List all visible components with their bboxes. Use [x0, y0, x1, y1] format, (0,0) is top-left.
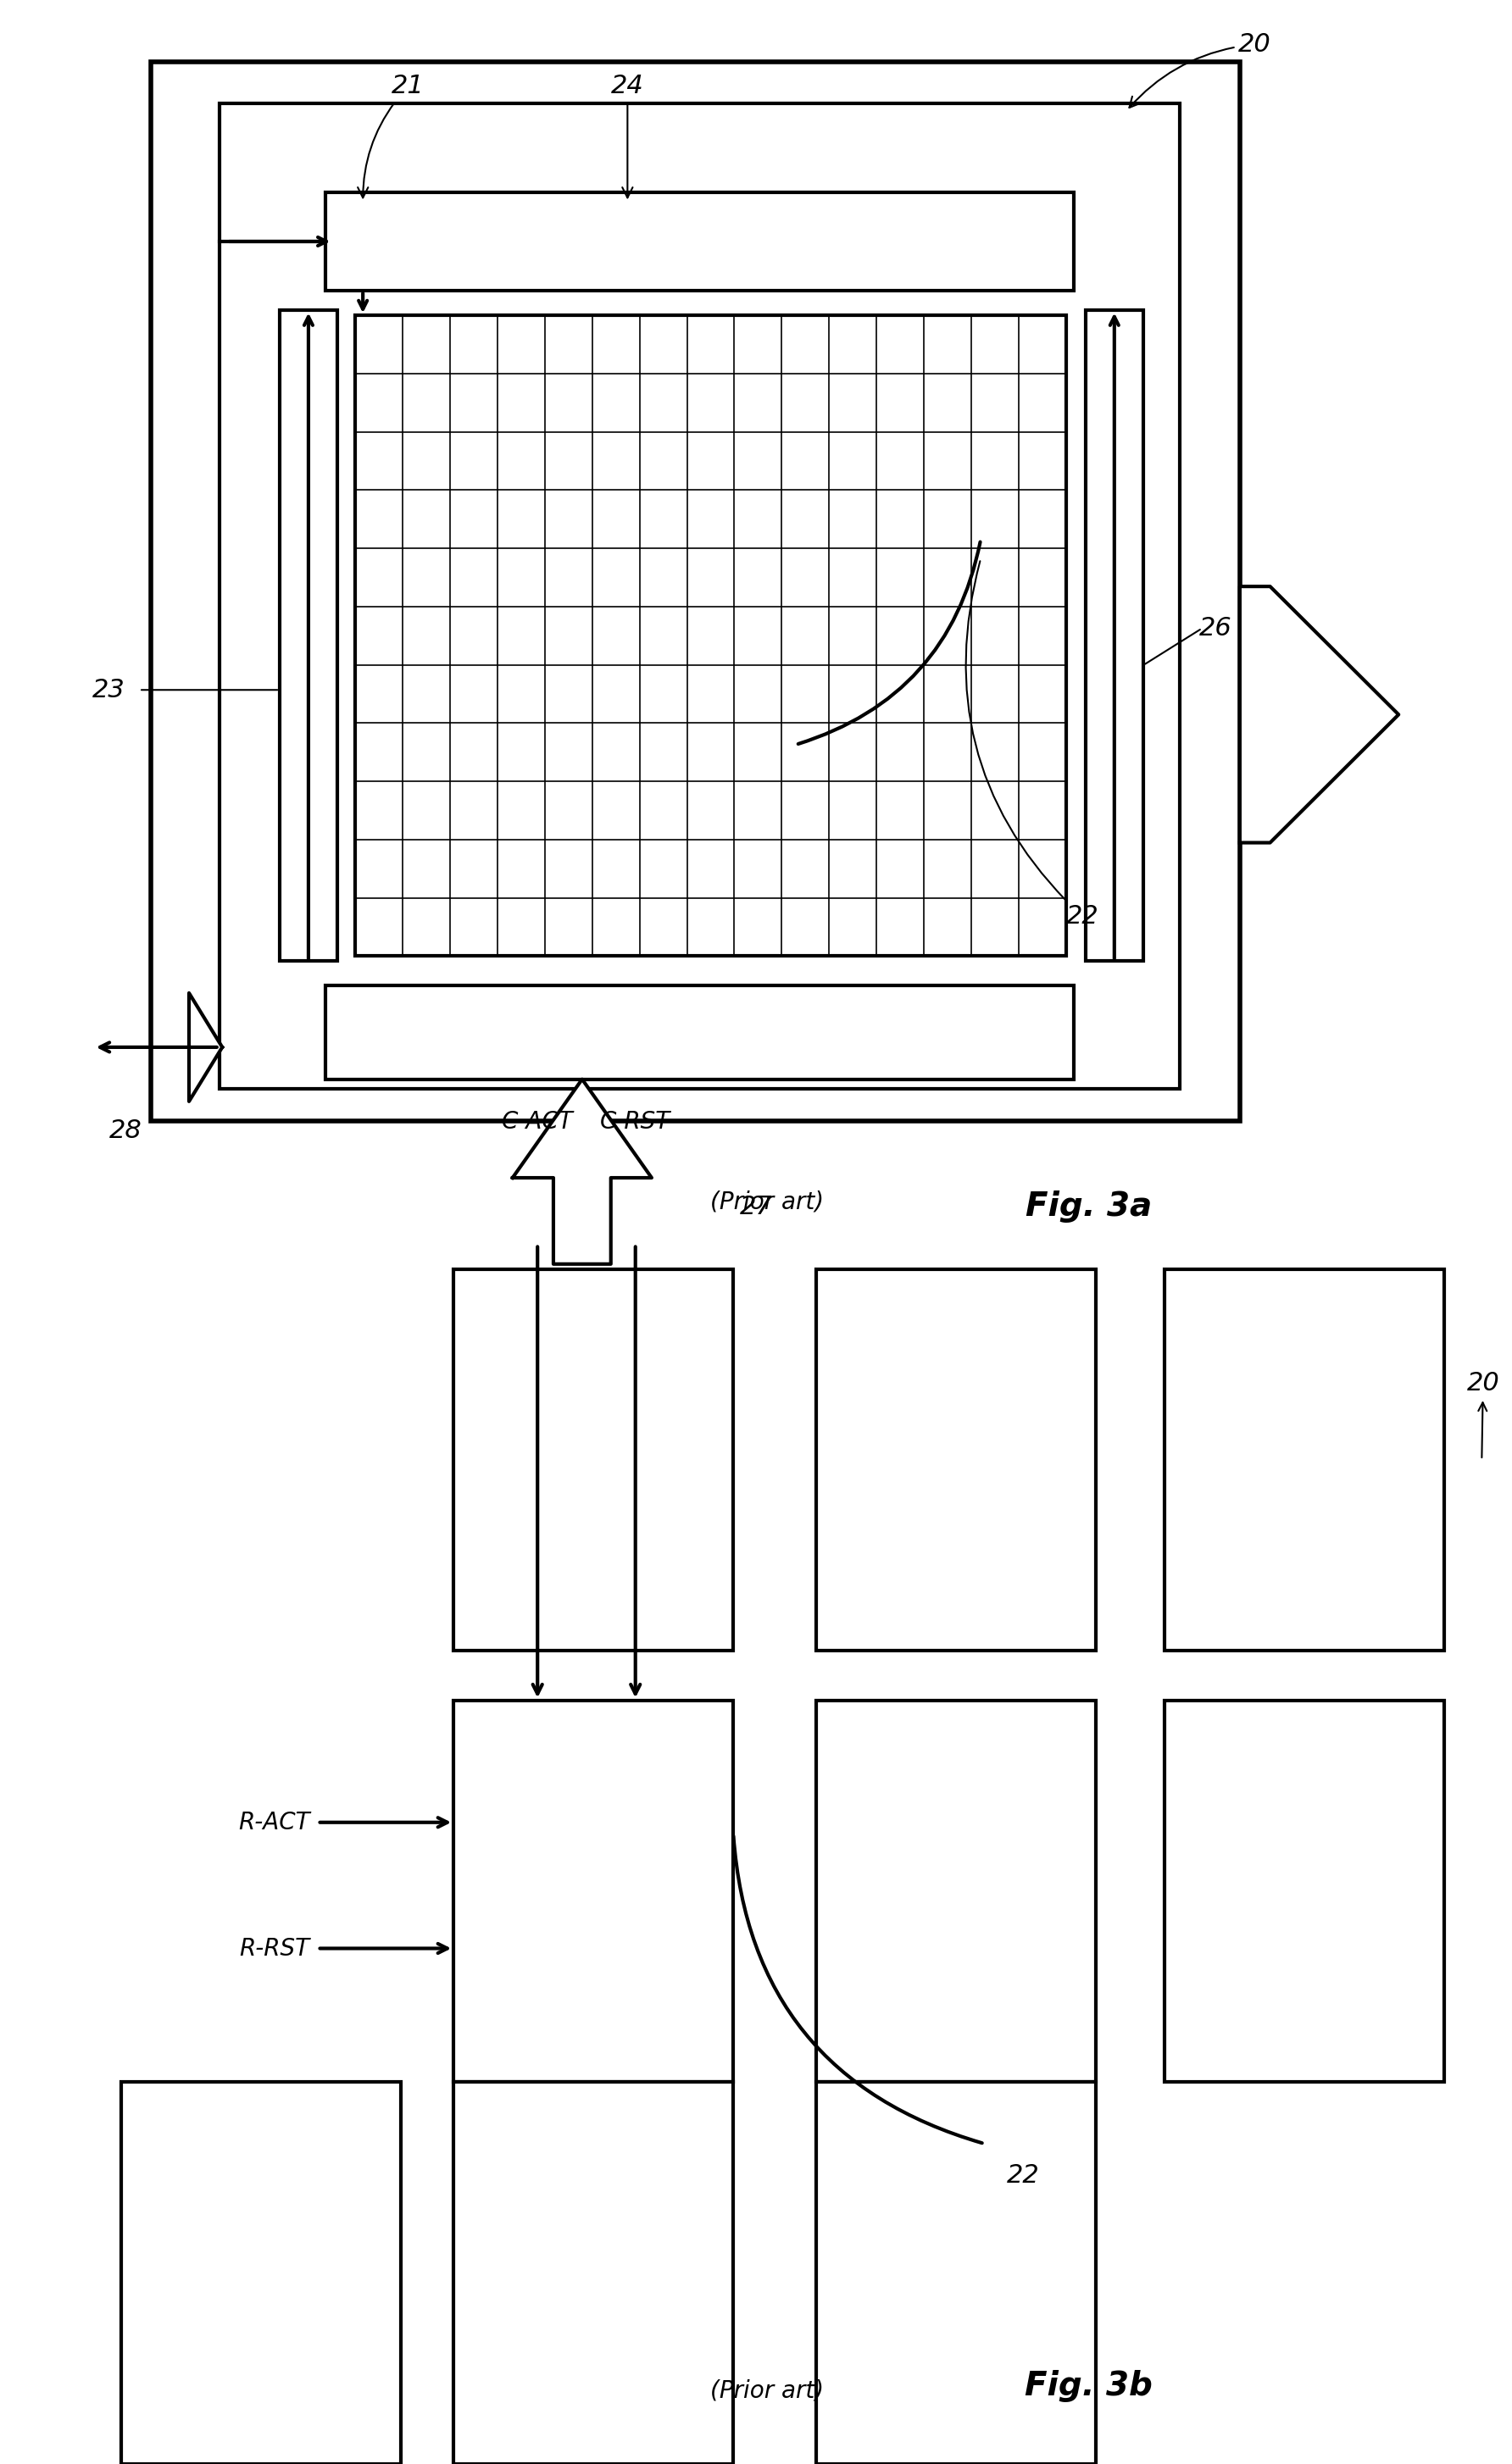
Bar	[1086, 310, 1143, 961]
Text: 28: 28	[109, 1119, 142, 1143]
Bar	[219, 103, 1179, 1089]
Bar	[325, 192, 1074, 291]
Bar	[454, 1269, 733, 1651]
Text: 27: 27	[739, 1195, 773, 1220]
Text: Fig. 3b: Fig. 3b	[1025, 2370, 1152, 2402]
Text: (Prior art): (Prior art)	[711, 2378, 824, 2402]
Text: Fig. 3a: Fig. 3a	[1025, 1190, 1152, 1222]
Bar	[454, 2082, 733, 2464]
Bar	[280, 310, 337, 961]
Bar	[151, 62, 1240, 1121]
Bar	[1164, 1269, 1444, 1651]
Bar	[816, 2082, 1096, 2464]
Polygon shape	[1240, 586, 1399, 843]
Text: 20: 20	[1129, 32, 1272, 108]
Bar	[325, 986, 1074, 1079]
Bar	[816, 1700, 1096, 2082]
Text: (Prior art): (Prior art)	[711, 1190, 824, 1215]
Bar	[121, 2082, 401, 2464]
Polygon shape	[513, 1079, 652, 1264]
Polygon shape	[189, 993, 222, 1101]
Bar	[816, 1269, 1096, 1651]
Text: 22: 22	[966, 562, 1099, 929]
Text: C-ACT: C-ACT	[502, 1109, 573, 1133]
Text: 24: 24	[611, 74, 644, 197]
Text: 23: 23	[92, 678, 125, 702]
Text: R-RST: R-RST	[239, 1937, 310, 1961]
Text: 20: 20	[1467, 1372, 1500, 1459]
Text: 26: 26	[1199, 616, 1232, 641]
Text: 22: 22	[1007, 2163, 1040, 2188]
Text: R-ACT: R-ACT	[239, 1811, 310, 1833]
Bar	[454, 1700, 733, 2082]
Bar	[355, 315, 1066, 956]
Bar	[1164, 1700, 1444, 2082]
Text: 21: 21	[358, 74, 425, 197]
Text: C-RST: C-RST	[600, 1109, 671, 1133]
